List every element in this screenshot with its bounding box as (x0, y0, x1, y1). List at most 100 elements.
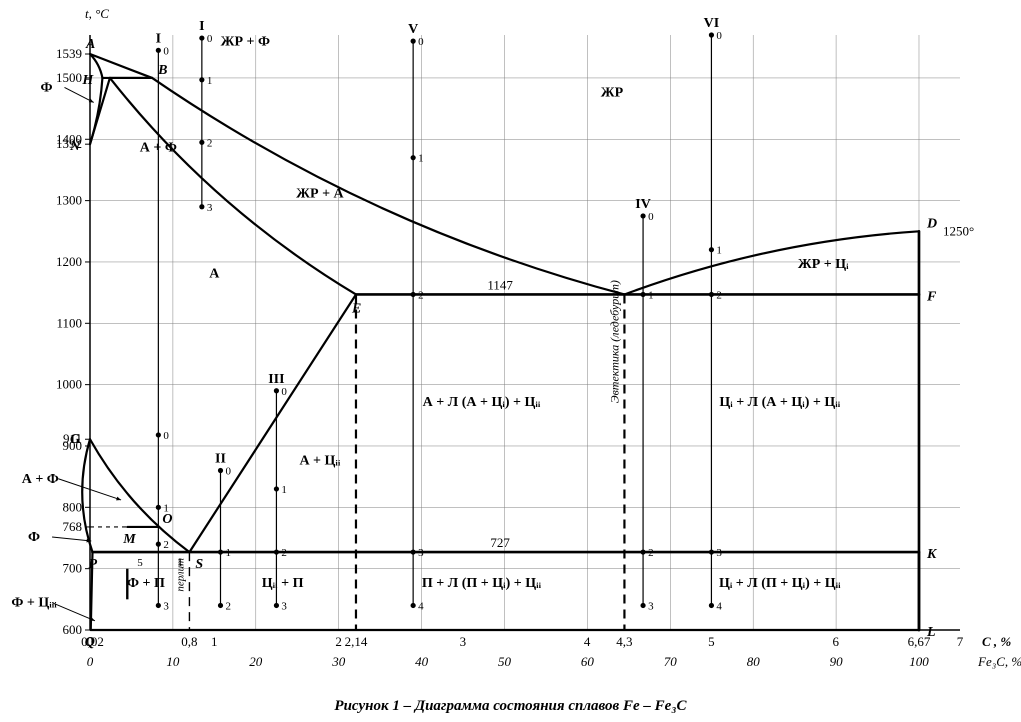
sample-dot-num: 2 (163, 539, 169, 551)
fe3c-tick-label: 0 (87, 654, 94, 669)
point-label: D (926, 216, 937, 231)
figure-caption: Рисунок 1 – Диаграмма состояния сплавов … (0, 698, 1021, 715)
ytick-label: 1000 (56, 377, 82, 392)
sample-dot-num: 1 (281, 484, 287, 496)
sample-dot (640, 292, 645, 297)
c-axis-title: С , % (982, 634, 1011, 649)
sample-dot (640, 213, 645, 218)
ytick-label: 1300 (56, 193, 82, 208)
phase-diagram: 6007007688009009111000110012001300139214… (0, 0, 1021, 722)
sample-dot-num: 2 (281, 547, 287, 559)
point-label: A (85, 37, 95, 52)
sample-dot-num: 3 (648, 600, 654, 612)
phase-curve (82, 439, 92, 552)
fe3c-axis-title: Fe₃C, % (977, 654, 1021, 669)
small-num: 5 (137, 557, 143, 569)
sample-roman: IV (635, 197, 651, 212)
sample-dot (411, 155, 416, 160)
sample-dot (411, 549, 416, 554)
point-label: S (195, 557, 203, 572)
ytick-label: 700 (63, 561, 83, 576)
region-label: Цᵢ + Л (П + Цᵢ) + Цᵢᵢ (719, 576, 841, 591)
leader-line (52, 537, 91, 541)
c-tick-label: 6 (832, 634, 839, 649)
sample-dot-num: 3 (418, 547, 424, 559)
sample-dot (274, 549, 279, 554)
ytick-label: 768 (63, 519, 83, 534)
sample-roman: I (199, 19, 204, 34)
c-special-tick: 0,8 (181, 634, 197, 649)
sample-dot-num: 2 (226, 600, 232, 612)
c-special-tick: 4,3 (616, 634, 632, 649)
leader-arrow (116, 497, 121, 501)
fe3c-tick-label: 90 (830, 654, 844, 669)
region-label: Ф (40, 80, 52, 95)
region-label: А + Ф (140, 141, 177, 156)
vertical-label: Эвтектика (ледебурит) (607, 280, 621, 403)
sample-dot (274, 603, 279, 608)
c-special-tick: 2,14 (345, 634, 368, 649)
point-label: N (69, 139, 81, 154)
sample-dot (218, 468, 223, 473)
fe3c-tick-label: 10 (166, 654, 180, 669)
region-label: Цᵢᵢ + П (262, 576, 304, 591)
fe3c-tick-label: 70 (664, 654, 678, 669)
region-label: А (209, 266, 220, 281)
point-label: K (926, 547, 938, 562)
ytick-label: 1100 (56, 315, 82, 330)
point-label: P (88, 557, 97, 572)
sample-dot (709, 247, 714, 252)
small-num: 1 (177, 557, 183, 569)
sample-dot-num: 3 (716, 547, 722, 559)
sample-dot (709, 603, 714, 608)
c-tick-label: 3 (460, 634, 467, 649)
y-axis-title: t, °C (85, 6, 109, 21)
line-temp-label: 1147 (487, 277, 513, 292)
sample-dot (709, 292, 714, 297)
sample-dot-num: 4 (716, 600, 722, 612)
sample-dot (156, 48, 161, 53)
phase-curve (624, 231, 919, 294)
fe3c-tick-label: 50 (498, 654, 512, 669)
sample-dot-num: 0 (163, 430, 169, 442)
sample-dot (199, 35, 204, 40)
sample-dot-num: 0 (418, 36, 424, 48)
region-label: А + Цᵢᵢ (299, 453, 340, 468)
fe3c-tick-label: 40 (415, 654, 429, 669)
point-label: Q (85, 635, 95, 650)
ytick-label: 600 (63, 622, 83, 637)
sample-dot (709, 32, 714, 37)
region-label: ЖР + А (296, 187, 344, 202)
sample-dot (156, 505, 161, 510)
sample-dot-num: 2 (418, 289, 424, 301)
sample-dot (156, 542, 161, 547)
point-label: H (81, 73, 94, 88)
sample-dot-num: 0 (648, 211, 654, 223)
sample-roman: VI (704, 16, 720, 31)
sample-dot (411, 39, 416, 44)
phase-curve (189, 294, 356, 552)
region-label: ЖР + Цᵢ (798, 257, 849, 272)
sample-dot (199, 140, 204, 145)
sample-dot (156, 432, 161, 437)
fe3c-tick-label: 100 (909, 654, 929, 669)
sample-dot-num: 1 (226, 547, 232, 559)
sample-roman: II (215, 452, 226, 467)
region-label: П + Л (П + Цᵢ) + Цᵢᵢ (422, 576, 542, 591)
phase-curve (90, 439, 189, 552)
point-label: F (926, 289, 937, 304)
leader-line (52, 603, 95, 621)
region-label: ЖР (601, 85, 624, 100)
c-tick-label: 4 (584, 634, 591, 649)
sample-dot (156, 603, 161, 608)
sample-dot (218, 549, 223, 554)
sample-dot-num: 0 (716, 30, 722, 42)
sample-dot-num: 2 (716, 289, 722, 301)
fe3c-tick-label: 20 (249, 654, 263, 669)
sample-dot-num: 3 (163, 600, 169, 612)
ytick-label: 1500 (56, 70, 82, 85)
sample-dot (640, 549, 645, 554)
sample-dot (411, 292, 416, 297)
sample-dot-num: 1 (716, 245, 722, 257)
region-label: Ф (28, 530, 40, 545)
